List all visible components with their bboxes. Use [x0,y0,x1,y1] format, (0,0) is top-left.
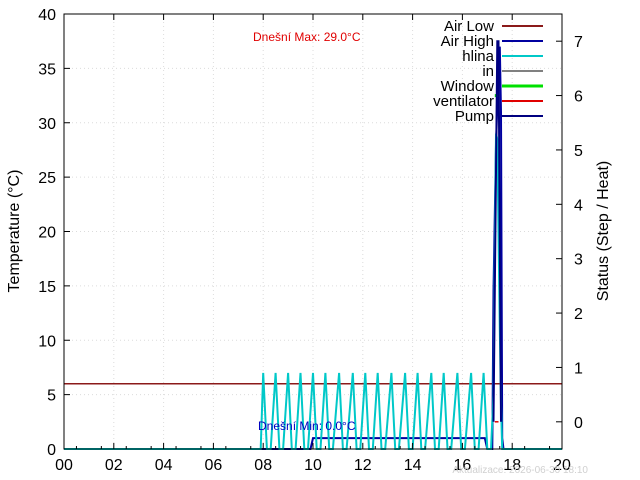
y-tick-label: 5 [47,388,56,405]
y-axis-ticks: 0 5 10 15 20 25 30 35 40 [38,7,70,459]
legend-label-hlina: hlina [462,48,494,65]
series-line-pump [492,40,502,422]
y-tick-label: 0 [47,442,56,459]
min-annotation: Dnešní Min: 0.0°C [258,419,356,433]
legend-label-air-low: Air Low [444,18,494,35]
y-tick-label: 40 [38,7,56,24]
y2-tick-label: 2 [574,306,583,323]
y-tick-label: 10 [38,333,56,350]
y2-tick-label: 1 [574,360,583,377]
legend-label-window: Window [441,78,495,95]
y2-axis-title: Status (Step / Heat) [595,161,612,302]
x-tick-label: 10 [304,457,322,474]
max-annotation: Dnešní Max: 29.0°C [253,30,361,44]
x-axis-ticks: 00 02 04 06 08 10 12 14 16 18 20 [55,14,571,474]
y2-tick-label: 5 [574,143,583,160]
x-tick-label: 04 [155,457,173,474]
series-line-hlina [64,133,562,450]
x-tick-label: 18 [503,457,521,474]
x-tick-label: 02 [105,457,123,474]
y-tick-label: 15 [38,279,56,296]
y2-tick-label: 3 [574,252,583,269]
y-tick-label: 20 [38,225,56,242]
x-tick-label: 14 [404,457,422,474]
legend-label-pump: Pump [455,108,494,125]
legend-label-air-high: Air High [441,33,494,50]
y-tick-label: 35 [38,61,56,78]
legend-label-in: in [482,63,494,80]
x-tick-label: 20 [553,457,571,474]
legend-label-ventilator: ventilator [433,93,494,110]
y2-axis-ticks: 0 1 2 3 4 5 6 7 [556,34,583,432]
y2-tick-label: 6 [574,89,583,106]
y2-tick-label: 0 [574,415,583,432]
x-tick-label: 00 [55,457,73,474]
y2-tick-label: 7 [574,34,583,51]
update-timestamp: Aktualizace: 2026-06-30 18:10 [452,465,588,476]
x-tick-label: 16 [454,457,472,474]
y-axis-title: Temperature (°C) [6,170,23,293]
x-tick-label: 08 [254,457,272,474]
x-tick-label: 12 [354,457,372,474]
y2-tick-label: 4 [574,197,583,214]
y-tick-label: 25 [38,170,56,187]
x-tick-label: 06 [205,457,223,474]
y-tick-label: 30 [38,116,56,133]
